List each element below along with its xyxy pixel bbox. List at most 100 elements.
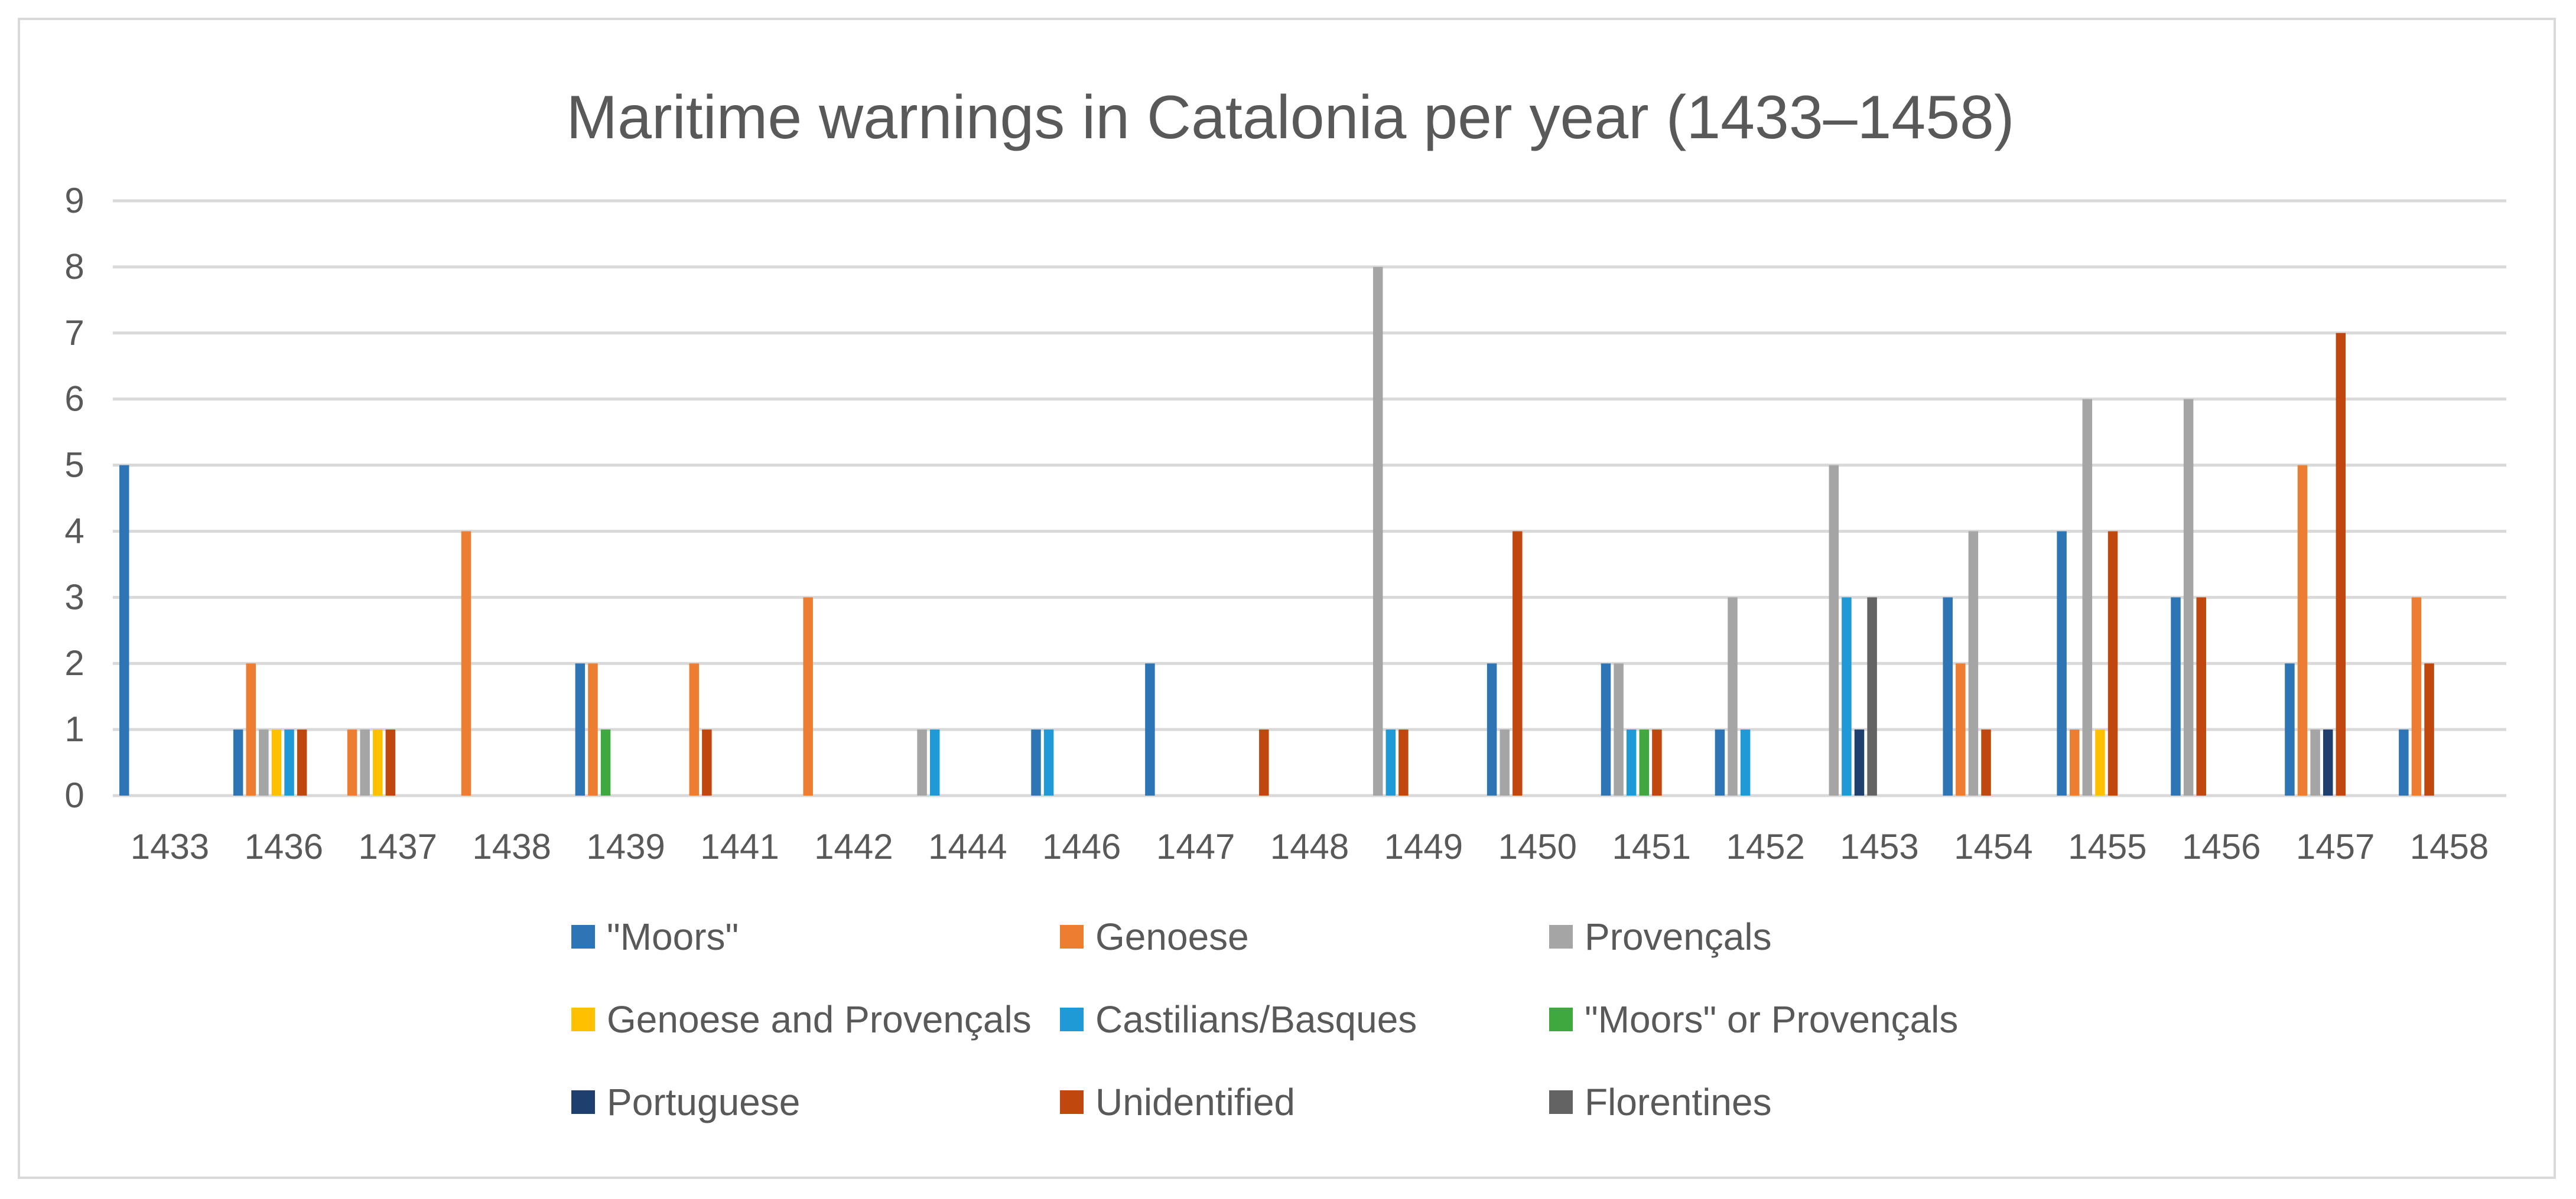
bar [2069,729,2080,796]
legend-item: Florentines [1549,1081,1772,1123]
grid-lines [113,199,2506,797]
bar [1842,597,1852,796]
bar [2424,663,2434,796]
bar [373,729,383,796]
bar [803,597,813,796]
bars [119,266,2434,796]
legend-swatch [1549,1090,1573,1114]
bar [2171,597,2181,796]
x-tick-label: 1449 [1384,827,1463,866]
bar [917,729,927,796]
x-tick-label: 1446 [1042,827,1121,866]
y-axis-ticks: 0 1 2 3 4 5 6 7 8 9 [64,181,84,815]
x-tick-label: 1439 [586,827,665,866]
bar [2183,399,2194,796]
bar [1513,531,1523,796]
x-tick-label: 1450 [1498,827,1577,866]
x-tick-label: 1451 [1612,827,1690,866]
bar [385,729,396,796]
x-tick-label: 1453 [1840,827,1918,866]
x-tick-label: 1448 [1270,827,1349,866]
legend-swatch [1549,925,1573,949]
legend: "Moors" Genoese Provençals Genoese and Prov… [571,915,1958,1123]
bar [929,729,940,796]
bar [2399,729,2409,796]
bar [600,729,611,796]
legend-label: Unidentified [1095,1081,1295,1123]
legend-label: Genoese [1095,915,1249,958]
bar [2285,663,2295,796]
bar [2336,333,2346,796]
bar [246,663,256,796]
bar [1398,729,1409,796]
bar [702,729,712,796]
bar [1740,729,1751,796]
legend-item: Genoese and Provençals [571,998,1032,1041]
bar [1968,531,1979,796]
bar [1145,663,1155,796]
y-tick-label: 6 [64,379,84,419]
legend-label: "Moors" or Provençals [1585,998,1958,1041]
chart-svg: Maritime warnings in Catalonia per year … [64,83,2506,1123]
x-tick-label: 1457 [2296,827,2375,866]
bar [1259,729,1269,796]
bar [284,729,294,796]
legend-label: "Moors" [607,915,739,958]
y-tick-label: 8 [64,247,84,286]
bar [2310,729,2320,796]
x-axis-ticks: 1433 1436 1437 1438 1439 1441 1442 1444 1446 1447… [131,827,2489,866]
legend-label: Genoese and Provençals [607,998,1032,1041]
chart-frame: Maritime warnings in Catalonia per year … [18,18,2556,1179]
bar [1614,663,1624,796]
bar [1728,597,1738,796]
bar [1385,729,1396,796]
bar [1639,729,1650,796]
legend-item: Castilians/Basques [1060,998,1417,1041]
bar [1867,597,1877,796]
y-tick-label: 1 [64,709,84,749]
bar [1487,663,1497,796]
bar [1626,729,1637,796]
bar [347,729,357,796]
legend-swatch [1549,1008,1573,1031]
legend-item: Genoese [1060,915,1249,958]
bar [259,729,269,796]
bar [1956,663,1966,796]
bar [119,465,129,796]
y-tick-label: 9 [64,181,84,220]
legend-swatch [1060,1090,1084,1114]
bar [1652,729,1662,796]
x-tick-label: 1437 [359,827,437,866]
bar [233,729,243,796]
legend-item: Unidentified [1060,1081,1295,1123]
bar [2107,531,2118,796]
legend-swatch [1060,1008,1084,1031]
x-tick-label: 1433 [131,827,209,866]
legend-item: Provençals [1549,915,1772,958]
bar [588,663,598,796]
y-tick-label: 0 [64,776,84,815]
y-tick-label: 2 [64,643,84,683]
y-tick-label: 3 [64,577,84,617]
bar [1715,729,1725,796]
x-tick-label: 1441 [700,827,779,866]
x-tick-label: 1458 [2410,827,2489,866]
x-tick-label: 1452 [1726,827,1804,866]
bar [2095,729,2105,796]
bar [2082,399,2093,796]
bar [360,729,370,796]
legend-item: "Moors" [571,915,739,958]
y-tick-label: 5 [64,445,84,485]
x-tick-label: 1438 [472,827,551,866]
bar [2297,465,2308,796]
bar [575,663,586,796]
x-tick-label: 1455 [2068,827,2146,866]
legend-swatch [571,1008,595,1031]
legend-item: "Moors" or Provençals [1549,998,1958,1041]
bar [1500,729,1510,796]
bar [2196,597,2206,796]
y-tick-label: 4 [64,511,84,550]
x-tick-label: 1447 [1156,827,1235,866]
bar [1372,266,1383,796]
bar [1943,597,1953,796]
